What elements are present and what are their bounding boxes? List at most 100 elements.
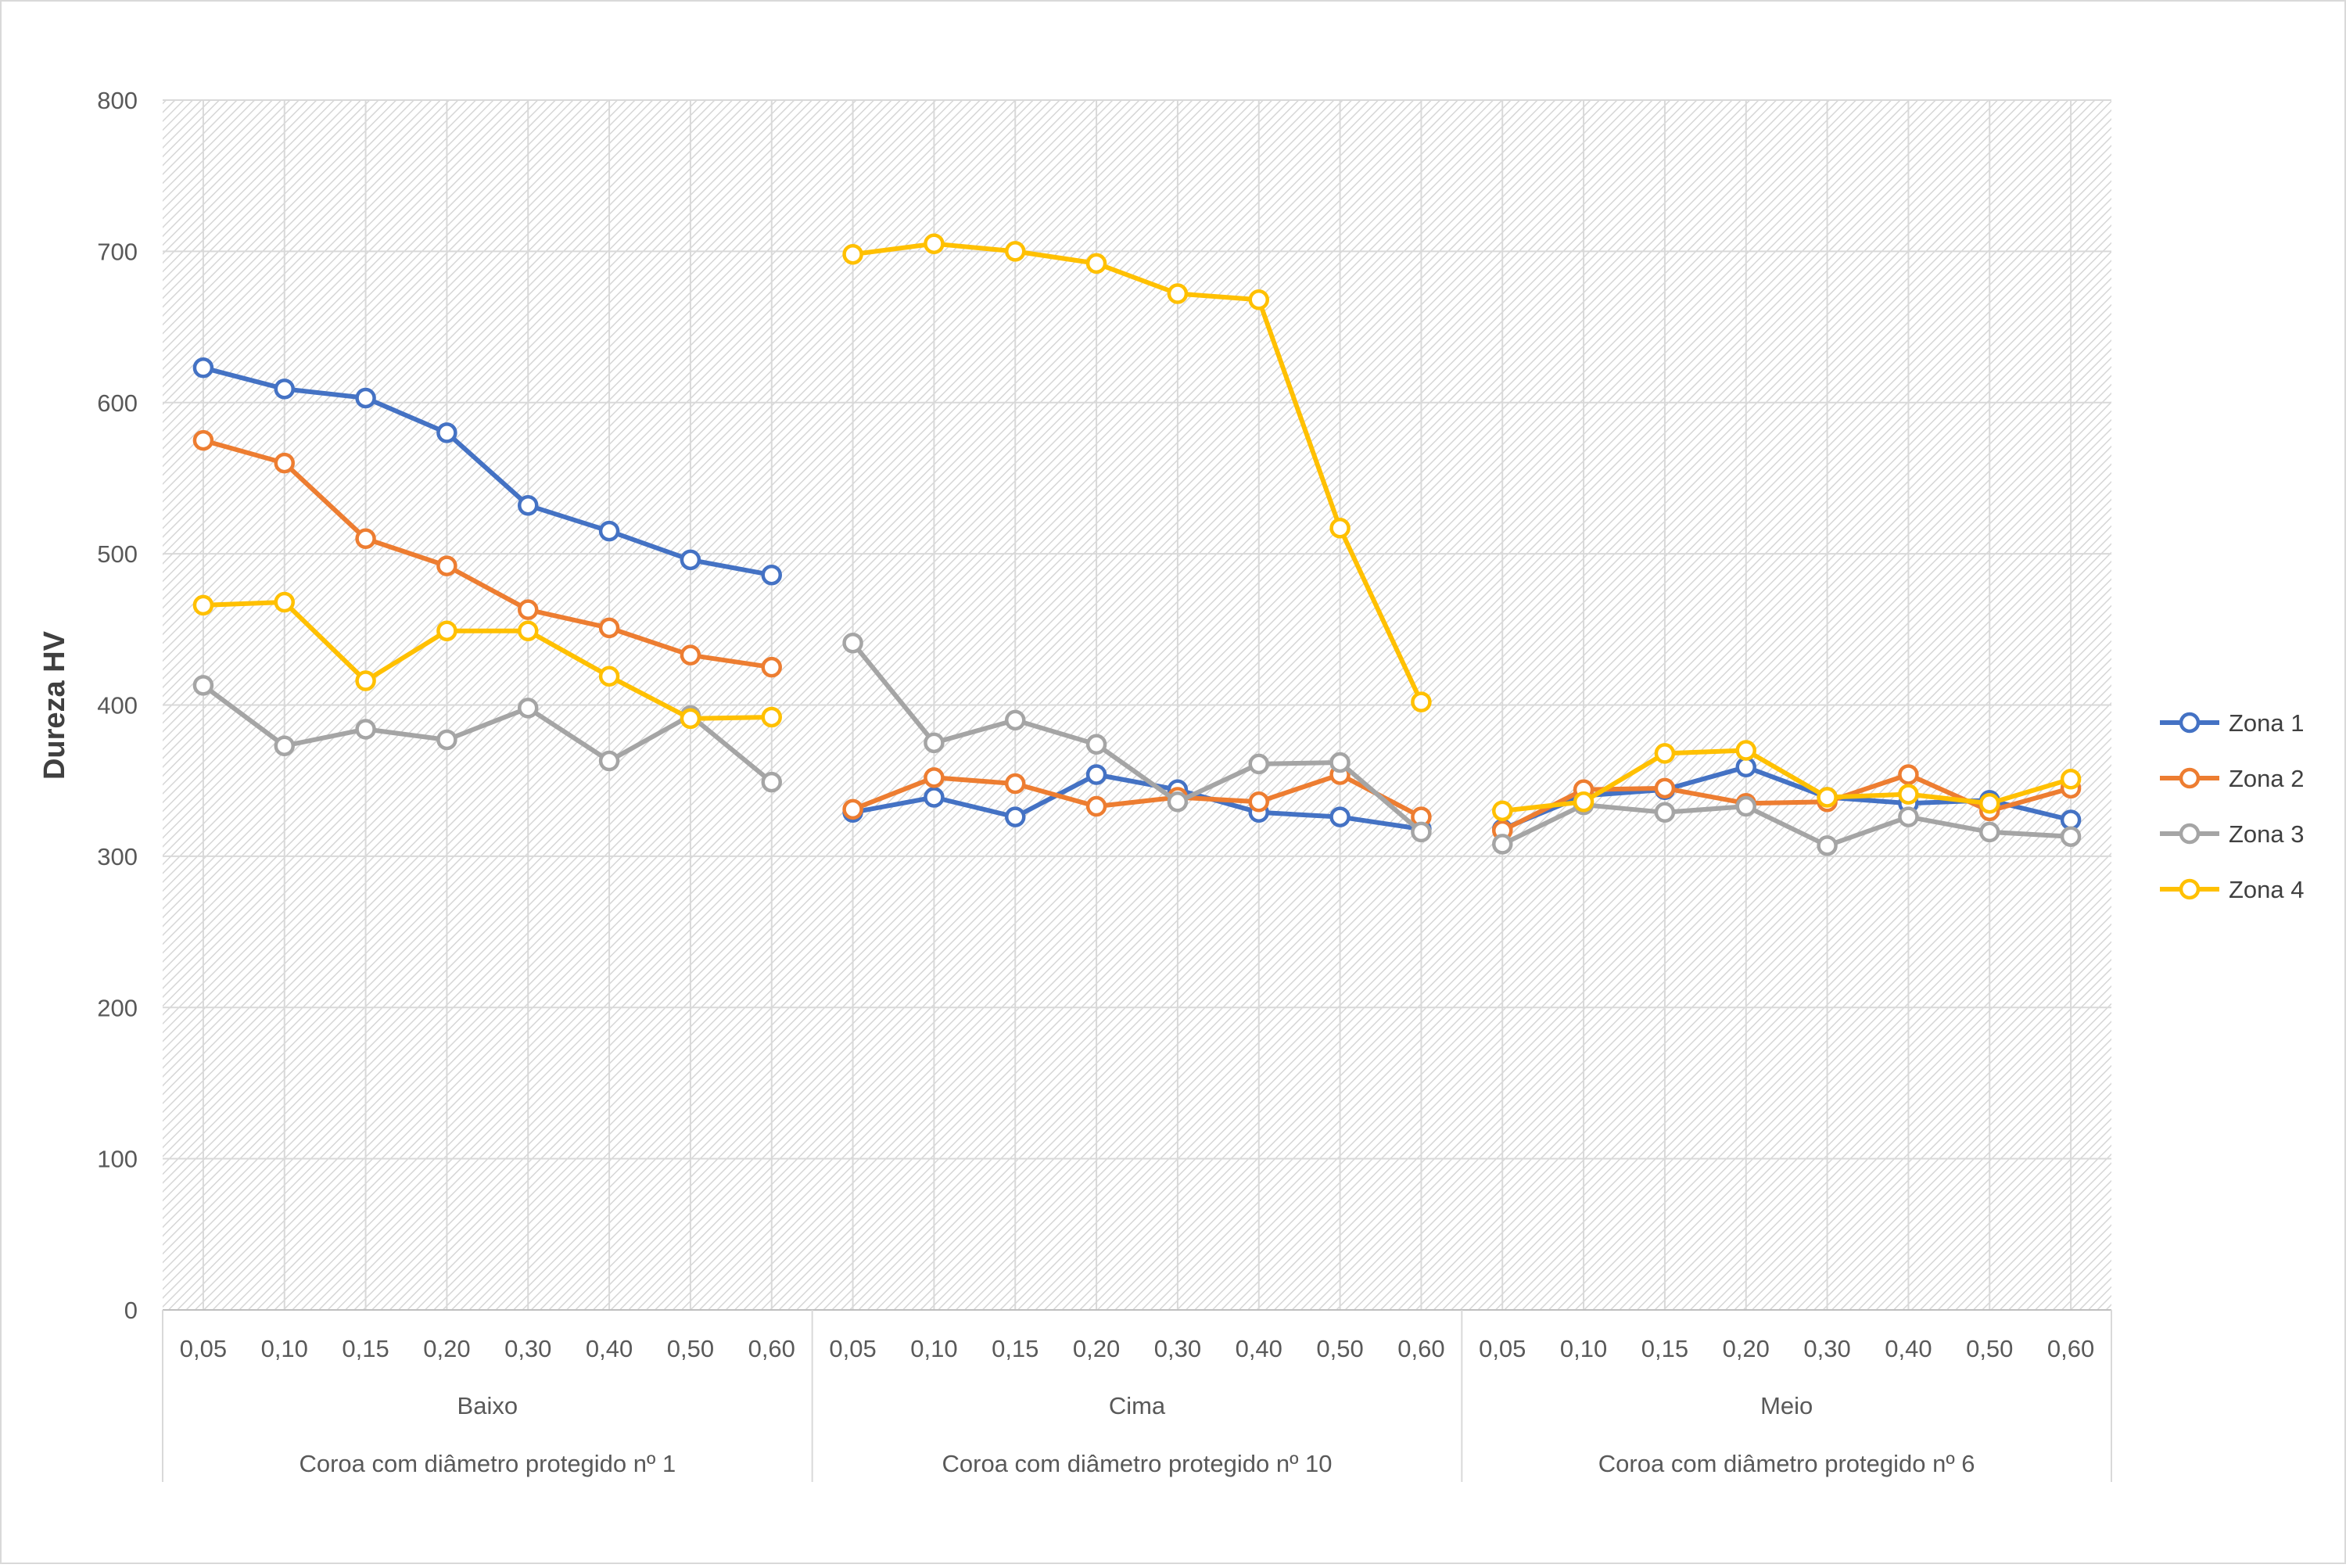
legend-label: Zona 1 [2229, 709, 2305, 737]
x-tick-label: 0,30 [1154, 1335, 1201, 1362]
data-point [680, 708, 701, 730]
x-tick-label: 0,40 [586, 1335, 633, 1362]
x-group-label: Cima [1109, 1392, 1166, 1419]
y-tick-label: 400 [97, 692, 138, 719]
data-point [1492, 834, 1513, 855]
data-point [761, 706, 782, 728]
series-line [1500, 748, 2074, 813]
data-point [355, 719, 376, 740]
x-sample-label: Coroa com diâmetro protegido nº 6 [1598, 1450, 1975, 1477]
data-point [924, 233, 945, 254]
data-point [1248, 289, 1269, 310]
data-point [924, 767, 945, 788]
x-tick-label: 0,60 [748, 1335, 795, 1362]
series-zona-2 [192, 429, 2082, 841]
legend-label: Zona 4 [2229, 876, 2305, 903]
series-line [200, 600, 774, 721]
data-point [1492, 800, 1513, 822]
data-point [1898, 806, 1919, 827]
data-point [1329, 752, 1351, 773]
data-point [436, 555, 457, 576]
series-line [1500, 772, 2074, 833]
series-zona-3 [192, 632, 2082, 856]
y-tick-label: 0 [124, 1297, 138, 1324]
series-line [850, 772, 1424, 820]
x-group-label: Baixo [457, 1392, 518, 1419]
data-point [1979, 821, 2000, 843]
data-point [2060, 809, 2082, 831]
x-group-label: Meio [1760, 1392, 1813, 1419]
data-point [2060, 826, 2082, 847]
data-point [1005, 806, 1026, 827]
data-point [1979, 792, 2000, 814]
data-point [1329, 806, 1351, 827]
series-line [200, 683, 774, 785]
data-point [192, 594, 214, 616]
legend-item: Zona 4 [2160, 876, 2305, 903]
x-tick-label: 0,40 [1885, 1335, 1932, 1362]
data-point [192, 675, 214, 696]
x-tick-label: 0,15 [342, 1335, 389, 1362]
data-point [1573, 791, 1594, 813]
data-point [518, 698, 539, 719]
data-point [1411, 691, 1432, 712]
data-point [1085, 764, 1107, 785]
data-point [1167, 791, 1189, 813]
data-point [355, 387, 376, 409]
data-point [274, 452, 295, 474]
data-point [924, 787, 945, 808]
data-point [598, 520, 620, 542]
data-point [1005, 773, 1026, 795]
y-tick-label: 800 [97, 87, 138, 114]
y-axis-title: Dureza HV [38, 630, 71, 780]
data-point [1248, 791, 1269, 813]
data-point [1654, 802, 1676, 823]
x-sample-label: Coroa com diâmetro protegido nº 10 [942, 1450, 1333, 1477]
x-tick-label: 0,60 [1397, 1335, 1444, 1362]
data-point [680, 549, 701, 571]
data-point [2060, 769, 2082, 790]
data-point [192, 429, 214, 451]
data-point [1085, 253, 1107, 274]
y-tick-label: 700 [97, 238, 138, 265]
x-tick-label: 0,10 [1560, 1335, 1607, 1362]
data-point [436, 729, 457, 751]
data-point [1898, 764, 1919, 785]
x-tick-label: 0,05 [1479, 1335, 1526, 1362]
legend-item: Zona 3 [2160, 820, 2305, 848]
data-point [1248, 753, 1269, 775]
x-tick-label: 0,50 [1316, 1335, 1363, 1362]
data-point [274, 735, 295, 756]
x-tick-label: 0,60 [2047, 1335, 2094, 1362]
data-point [598, 750, 620, 772]
data-point [1817, 835, 1838, 856]
x-tick-label: 0,15 [1641, 1335, 1688, 1362]
legend-marker [2179, 767, 2201, 789]
y-tick-label: 300 [97, 843, 138, 870]
data-point [924, 732, 945, 754]
x-tick-label: 0,20 [1723, 1335, 1770, 1362]
legend-item: Zona 1 [2160, 709, 2305, 737]
data-point [1817, 787, 1838, 808]
data-point [1085, 795, 1107, 817]
data-point [1085, 734, 1107, 755]
legend-item: Zona 2 [2160, 765, 2305, 792]
data-point [680, 644, 701, 666]
x-tick-label: 0,50 [1966, 1335, 2013, 1362]
data-point [1735, 756, 1756, 778]
data-point [598, 617, 620, 639]
data-point [355, 670, 376, 691]
data-point [518, 494, 539, 516]
data-point [274, 379, 295, 400]
data-point [1898, 784, 1919, 805]
series-line [850, 241, 1424, 705]
legend-marker [2179, 878, 2201, 900]
series-zona-4 [192, 233, 2082, 822]
data-point [1329, 518, 1351, 539]
legend-label: Zona 3 [2229, 820, 2305, 848]
x-tick-label: 0,40 [1236, 1335, 1282, 1362]
data-point [1005, 709, 1026, 731]
data-point [761, 656, 782, 678]
data-point [355, 528, 376, 550]
x-tick-label: 0,20 [1073, 1335, 1120, 1362]
